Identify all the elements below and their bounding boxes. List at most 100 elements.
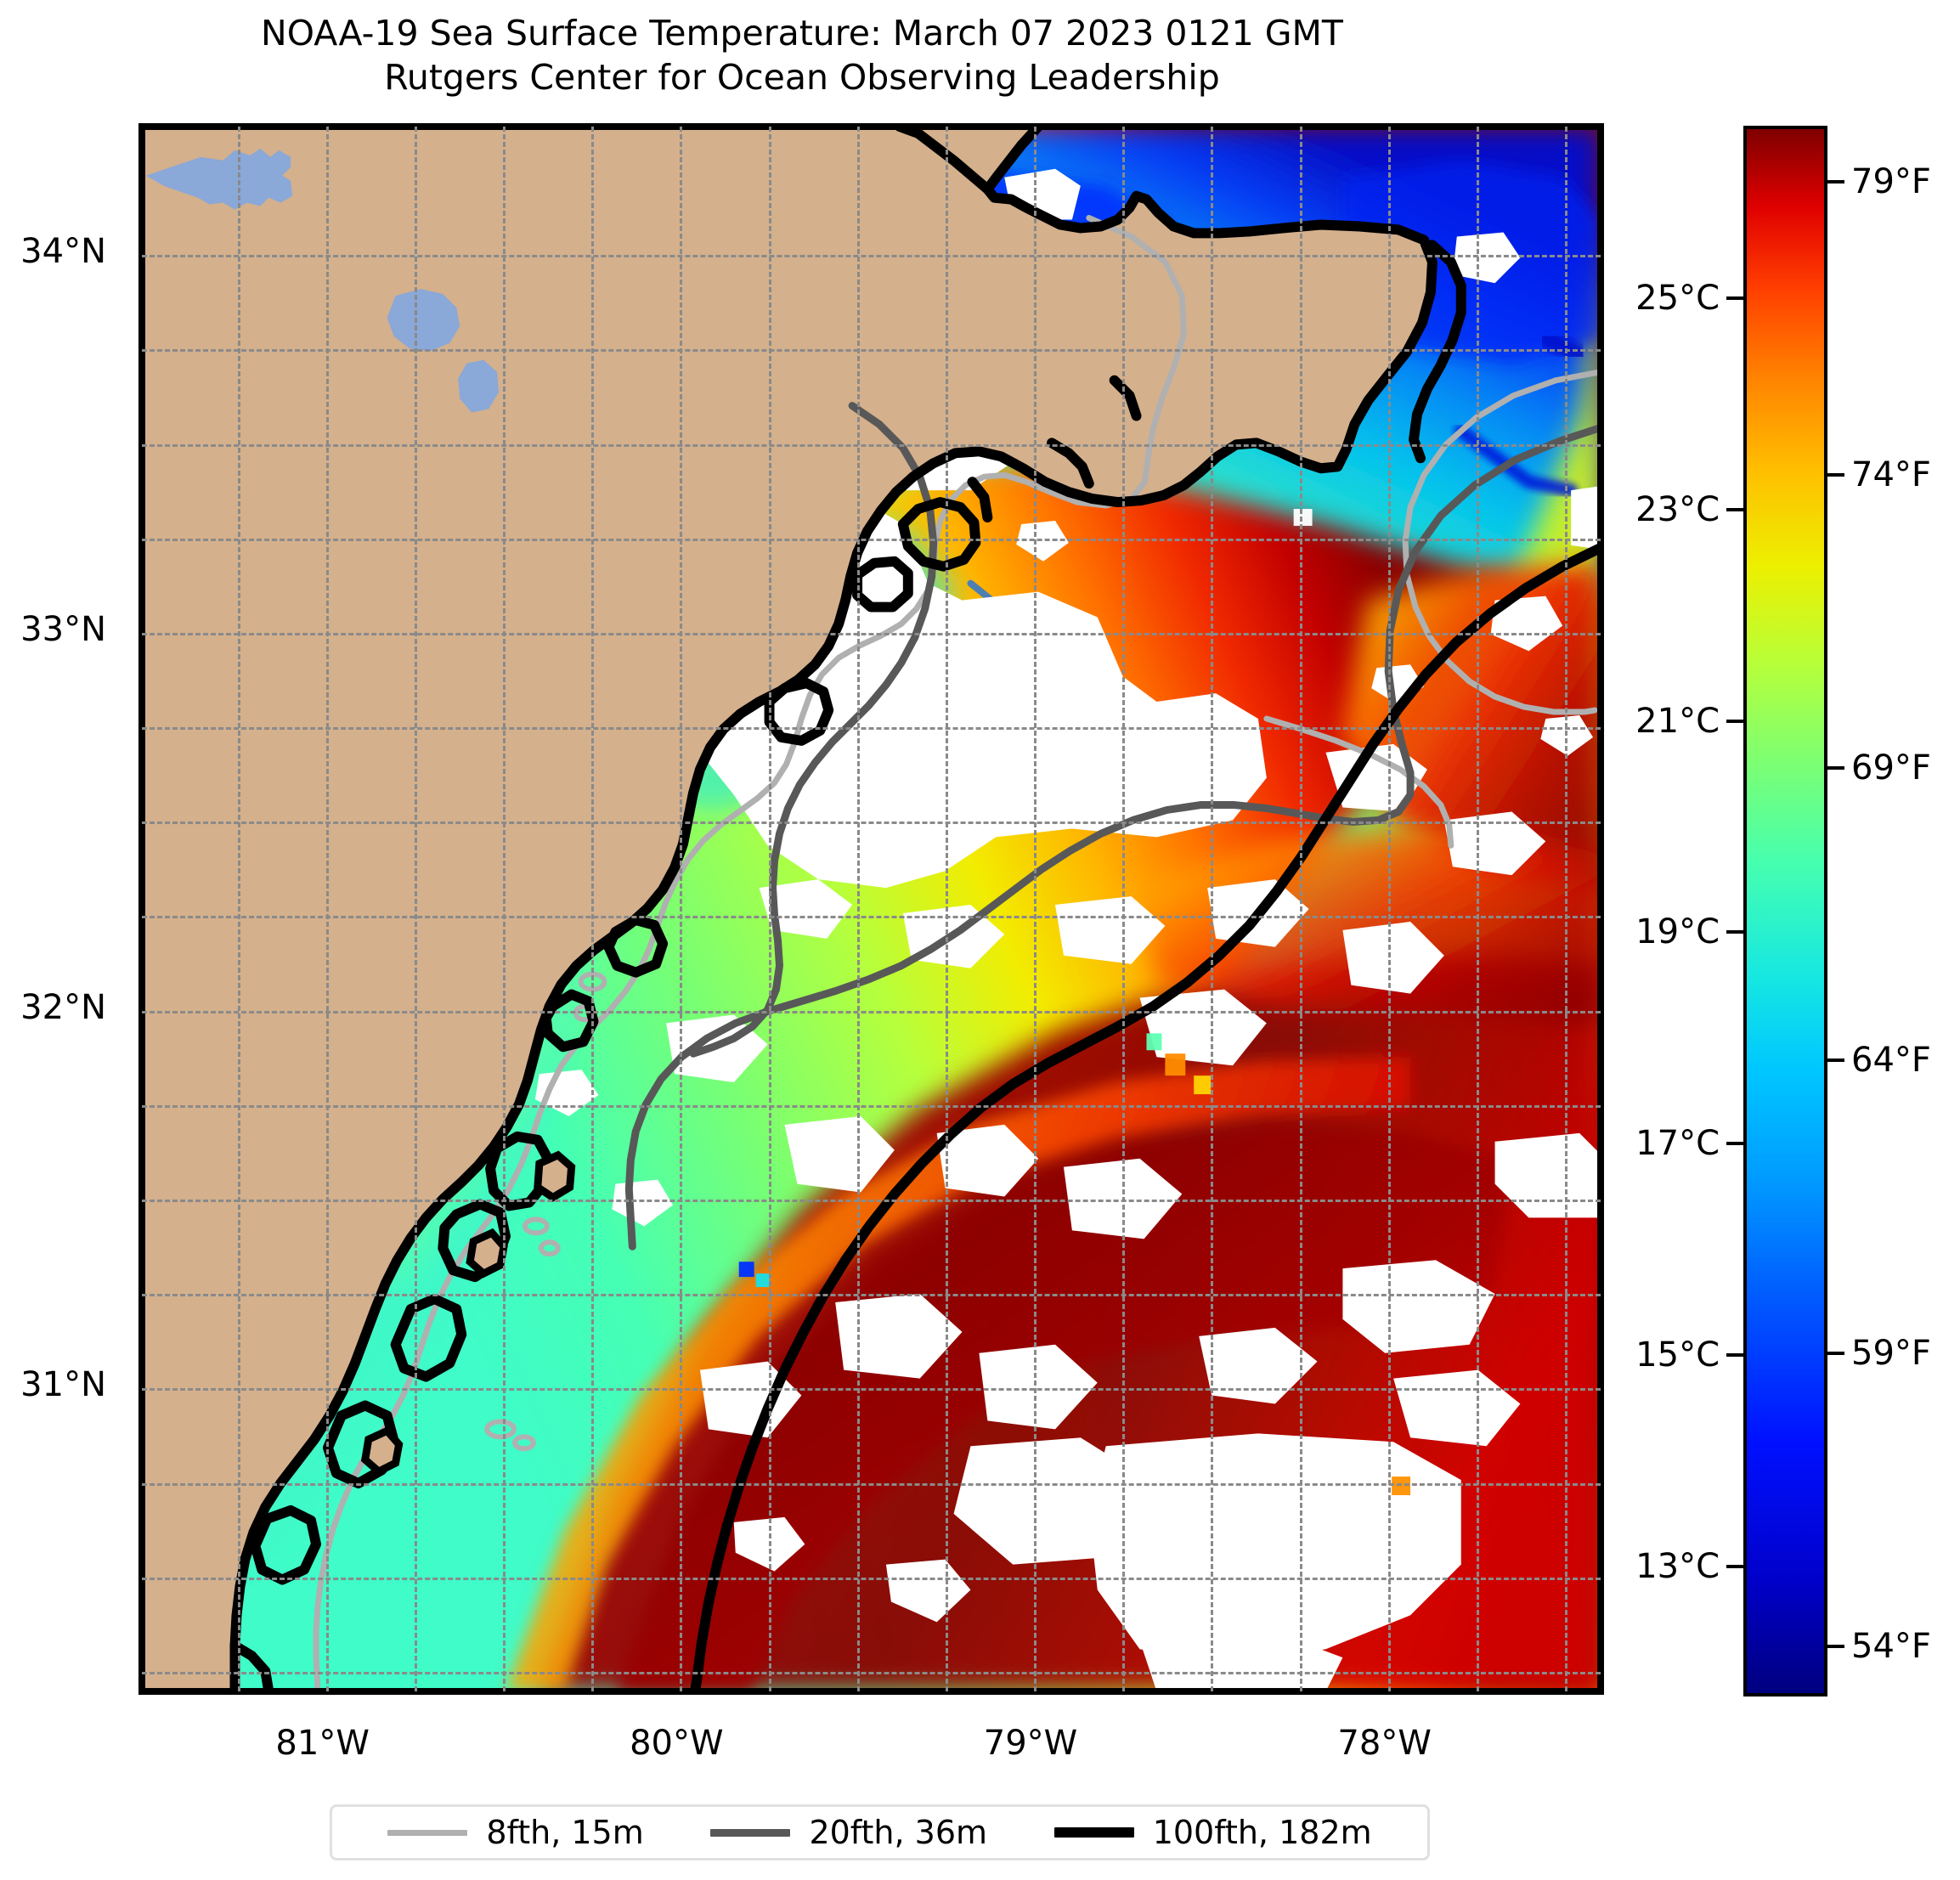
y-tick-label: 31°N (20, 1365, 106, 1405)
colorbar-label-celsius: 13°C (1635, 1546, 1720, 1586)
y-tick-mark (138, 1198, 142, 1200)
colorbar-tick-fahrenheit (1824, 472, 1844, 477)
coastline (229, 127, 1466, 1691)
isobath-8fth-north (1402, 369, 1601, 715)
isobath-100fth-swatch (1053, 1827, 1134, 1838)
gridline-horizontal (142, 727, 1601, 731)
map-clip (142, 127, 1601, 1691)
gridline-vertical (591, 127, 595, 1691)
colorbar-tick-fahrenheit (1824, 1059, 1844, 1063)
isobath-8fth-north-2 (1263, 715, 1454, 849)
gridline-vertical (503, 127, 506, 1691)
gridline-vertical (414, 127, 417, 1691)
y-tick-mark (138, 1009, 142, 1012)
temperature-colorbar[interactable]: 25°C 23°C 21°C 19°C 17°C 15°C 13°C 79°F 74°F 69°… (1635, 126, 1931, 1697)
y-tick-label: 34°N (20, 232, 106, 272)
colorbar-gradient (1747, 129, 1824, 1693)
gridline-horizontal (142, 632, 1601, 635)
y-tick-mark (138, 1576, 142, 1578)
isobath-8fth-swatch (387, 1829, 468, 1836)
y-tick-mark (138, 631, 142, 634)
colorbar-tick-celsius (1726, 1352, 1747, 1357)
lake-polygons (145, 148, 500, 413)
y-tick-label: 32°N (20, 987, 106, 1027)
y-tick-mark (138, 1387, 142, 1390)
gridline-horizontal (142, 255, 1601, 258)
y-tick-mark (138, 1670, 142, 1673)
colorbar-label-celsius: 21°C (1635, 701, 1720, 741)
x-tick-label: 81°W (275, 1724, 370, 1763)
gridline-vertical (1476, 127, 1479, 1691)
x-tick-label: 80°W (630, 1724, 724, 1763)
gridline-vertical (1299, 127, 1302, 1691)
colorbar-label-celsius: 23°C (1635, 489, 1720, 529)
y-tick-mark (138, 726, 142, 729)
y-tick-mark (138, 821, 142, 823)
y-tick-mark (138, 254, 142, 257)
gridline-horizontal (142, 1671, 1601, 1674)
gridline-vertical (1034, 127, 1036, 1691)
isobath-100fth (689, 542, 1601, 1691)
y-tick-mark (138, 537, 142, 539)
gridline-horizontal (142, 1577, 1601, 1580)
colorbar-label-fahrenheit: 69°F (1851, 748, 1931, 788)
gridline-vertical (1387, 127, 1391, 1691)
y-tick-mark (138, 1482, 142, 1484)
legend-item[interactable]: 20fth, 36m (710, 1814, 987, 1851)
bathymetry-legend: 8fth, 15m 20fth, 36m 100fth, 182m (330, 1804, 1430, 1860)
colorbar-label-celsius: 25°C (1635, 279, 1720, 319)
gridline-vertical (1565, 127, 1567, 1691)
gridline-vertical (325, 127, 329, 1691)
legend-label: 20fth, 36m (809, 1814, 988, 1851)
gridline-vertical (768, 127, 771, 1691)
y-tick-mark (138, 348, 142, 351)
colorbar-tick-celsius (1726, 930, 1747, 934)
gridline-horizontal (142, 538, 1601, 541)
y-tick-mark (138, 1293, 142, 1296)
legend-item[interactable]: 8fth, 15m (387, 1814, 644, 1851)
colorbar-label-celsius: 19°C (1635, 912, 1720, 952)
gridline-vertical (945, 127, 948, 1691)
gridline-horizontal (142, 1482, 1601, 1486)
gridline-vertical (1211, 127, 1214, 1691)
colorbar-label-celsius: 17°C (1635, 1124, 1720, 1164)
title-line-1: NOAA-19 Sea Surface Temperature: March 0… (261, 13, 1343, 54)
title-line-2: Rutgers Center for Ocean Observing Leade… (384, 56, 1220, 98)
colorbar-tick-fahrenheit (1824, 1352, 1844, 1356)
gridline-horizontal (142, 1388, 1601, 1392)
gridline-horizontal (142, 443, 1601, 447)
gridline-vertical (856, 127, 860, 1691)
sst-map-panel[interactable] (138, 123, 1604, 1695)
gridline-horizontal (142, 349, 1601, 353)
y-tick-label: 33°N (20, 609, 106, 649)
gridline-horizontal (142, 1294, 1601, 1297)
gridline-horizontal (142, 916, 1601, 919)
legend-item[interactable]: 100fth, 182m (1053, 1814, 1372, 1851)
colorbar-tick-celsius (1726, 719, 1747, 723)
isobath-20fth-north (689, 402, 938, 1058)
y-tick-mark (138, 1104, 142, 1106)
colorbar-label-fahrenheit: 64°F (1851, 1041, 1931, 1081)
sst-raster (142, 127, 1601, 1691)
x-tick-label: 78°W (1337, 1724, 1432, 1763)
colorbar-tick-celsius (1726, 1142, 1747, 1146)
coastal-lagoons (360, 1150, 576, 1476)
colorbar-label-fahrenheit: 74°F (1851, 454, 1931, 494)
colorbar-tick-celsius (1726, 1564, 1747, 1568)
chart-title: NOAA-19 Sea Surface Temperature: March 0… (0, 12, 1604, 99)
legend-label: 100fth, 182m (1152, 1814, 1372, 1851)
legend-label: 8fth, 15m (486, 1814, 644, 1851)
gridline-horizontal (142, 1010, 1601, 1013)
colorbar-tick-fahrenheit (1824, 1644, 1844, 1648)
isobath-20fth-swatch (710, 1828, 791, 1837)
colorbar-label-celsius: 15°C (1635, 1335, 1720, 1375)
y-tick-mark (138, 915, 142, 917)
colorbar-tick-celsius (1726, 507, 1747, 511)
gridline-vertical (1122, 127, 1126, 1691)
gridline-horizontal (142, 1199, 1601, 1202)
colorbar-label-fahrenheit: 79°F (1851, 162, 1931, 202)
gridline-vertical (680, 127, 683, 1691)
x-tick-label: 79°W (983, 1724, 1078, 1763)
colorbar-label-fahrenheit: 54°F (1851, 1626, 1931, 1666)
gridline-horizontal (142, 821, 1601, 825)
